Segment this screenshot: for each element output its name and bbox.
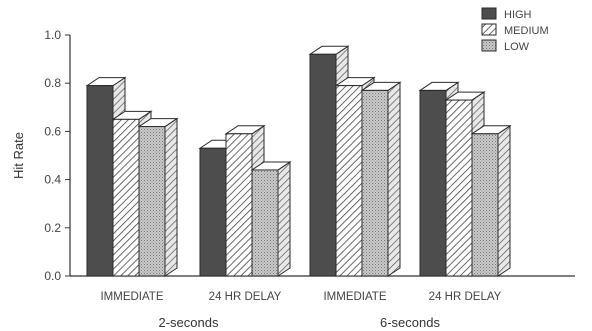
y-tick-label: 0.8 — [44, 76, 61, 90]
bar-low-1 — [250, 161, 292, 277]
bar-low-3 — [470, 124, 512, 277]
bar-low-2 — [360, 81, 402, 277]
legend-swatch — [481, 39, 497, 52]
bar-front-face — [471, 133, 499, 277]
bar-side-face — [497, 124, 511, 277]
group-label: 6-seconds — [380, 315, 440, 330]
legend-item-high: HIGH — [481, 7, 532, 21]
legend-item-medium: MEDIUM — [481, 23, 549, 37]
y-tick-label: 0.0 — [44, 269, 61, 283]
bar-front-face — [419, 89, 447, 277]
bar-front-face — [445, 99, 473, 277]
bar-front-face — [251, 169, 279, 277]
category-label: 24 HR DELAY — [429, 291, 502, 303]
legend-label: LOW — [504, 41, 530, 53]
legend-label: MEDIUM — [504, 25, 549, 37]
bar-front-face — [86, 85, 114, 277]
bar-front-face — [335, 85, 363, 277]
bar-front-face — [361, 89, 389, 277]
y-axis-title: Hit Rate — [11, 132, 26, 179]
legend-swatch — [481, 7, 497, 20]
y-tick-label: 0.2 — [44, 221, 61, 235]
bar-front-face — [138, 126, 166, 277]
category-label: IMMEDIATE — [100, 291, 163, 303]
bar-front-face — [199, 147, 227, 277]
bar-side-face — [164, 117, 178, 277]
bar-low-0 — [137, 117, 179, 277]
y-tick-label: 0.4 — [44, 173, 61, 187]
bar-front-face — [309, 53, 337, 277]
y-tick-label: 0.6 — [44, 124, 61, 138]
group-label: 2-seconds — [159, 315, 219, 330]
bar-side-face — [277, 161, 291, 277]
legend-swatch — [481, 23, 497, 36]
category-label: IMMEDIATE — [323, 291, 386, 303]
bar-front-face — [112, 118, 140, 277]
legend-item-low: LOW — [481, 39, 530, 53]
bar-front-face — [225, 133, 253, 277]
legend-label: HIGH — [504, 9, 532, 21]
bar-side-face — [387, 81, 401, 277]
y-tick-label: 1.0 — [44, 28, 61, 42]
category-label: 24 HR DELAY — [209, 291, 282, 303]
